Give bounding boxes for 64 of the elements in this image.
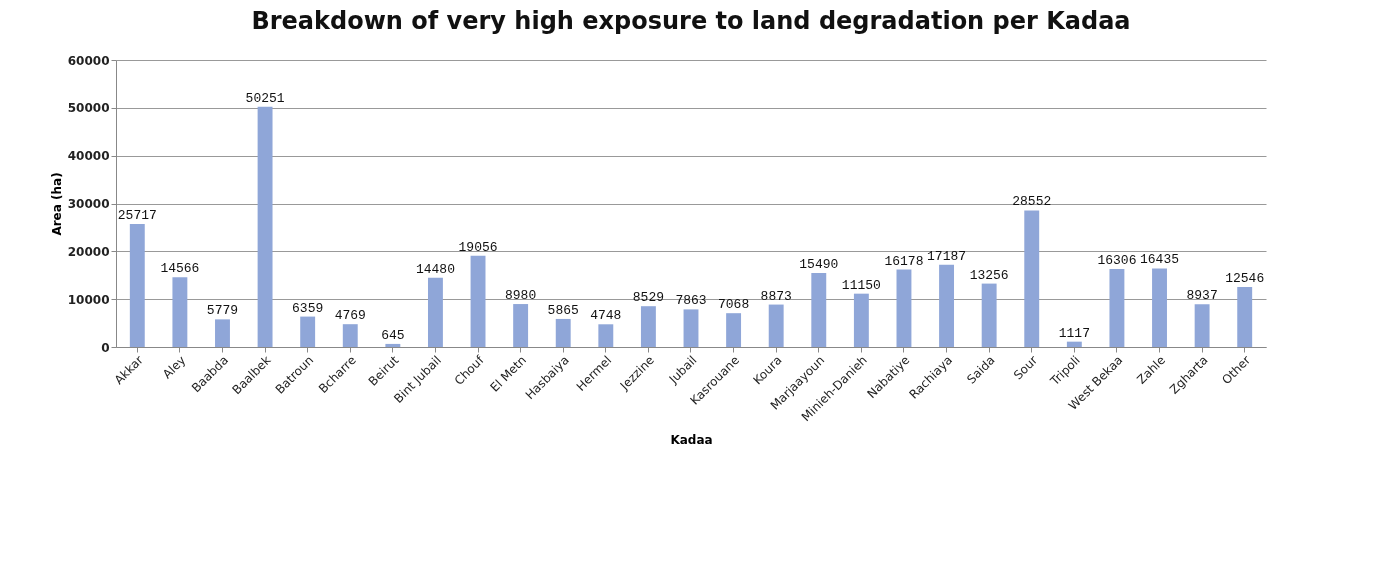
data-label: 645 bbox=[381, 327, 405, 343]
data-label: 8529 bbox=[632, 290, 665, 306]
y-tick-label: 60000 bbox=[67, 53, 110, 68]
data-label: 5865 bbox=[547, 302, 579, 318]
bar bbox=[172, 277, 188, 347]
bar bbox=[470, 255, 486, 347]
bar bbox=[683, 309, 699, 347]
data-label: 7863 bbox=[675, 293, 707, 309]
y-tick-label: 40000 bbox=[67, 149, 110, 164]
data-label: 4769 bbox=[334, 308, 366, 324]
data-label: 19056 bbox=[458, 239, 498, 255]
bar bbox=[640, 306, 656, 347]
bar bbox=[555, 318, 571, 347]
bar bbox=[981, 283, 997, 347]
bar bbox=[300, 316, 316, 347]
data-label: 16178 bbox=[884, 253, 924, 269]
data-label: 50251 bbox=[245, 90, 285, 106]
bar bbox=[853, 293, 869, 347]
y-tick-label: 10000 bbox=[67, 292, 110, 307]
bar bbox=[1066, 341, 1082, 347]
bar bbox=[726, 313, 742, 347]
bar bbox=[1024, 210, 1040, 347]
data-label: 1117 bbox=[1058, 325, 1090, 341]
data-label: 8873 bbox=[760, 288, 792, 304]
bar bbox=[129, 223, 145, 347]
bar bbox=[939, 264, 955, 347]
bar bbox=[811, 272, 827, 347]
bar bbox=[1152, 268, 1167, 347]
data-label: 13256 bbox=[969, 267, 1009, 283]
bar bbox=[513, 304, 529, 347]
x-axis-title: Kadaa bbox=[670, 433, 713, 448]
bar bbox=[1194, 304, 1210, 347]
data-label: 16306 bbox=[1097, 253, 1137, 268]
data-label: 14566 bbox=[160, 261, 200, 277]
data-label: 14480 bbox=[415, 261, 455, 277]
y-tick-label: 20000 bbox=[67, 244, 110, 259]
data-label: 5779 bbox=[206, 303, 239, 319]
y-tick-label: 30000 bbox=[67, 197, 110, 211]
y-axis-title: Area (ha) bbox=[49, 172, 64, 236]
bar bbox=[598, 324, 614, 347]
y-tick-label: 50000 bbox=[67, 101, 110, 116]
data-label: 8980 bbox=[505, 288, 537, 304]
data-label: 25717 bbox=[117, 207, 157, 223]
data-label: 6359 bbox=[292, 300, 324, 316]
bar bbox=[896, 269, 912, 347]
data-label: 28552 bbox=[1012, 194, 1052, 210]
data-label: 4748 bbox=[590, 308, 622, 324]
data-label: 15490 bbox=[799, 256, 839, 272]
data-label: 11150 bbox=[841, 277, 881, 293]
bar bbox=[768, 304, 784, 347]
bar bbox=[1109, 269, 1125, 347]
data-label: 12546 bbox=[1225, 270, 1265, 286]
bar bbox=[257, 106, 273, 347]
bar bbox=[385, 343, 401, 347]
bar bbox=[342, 324, 358, 347]
chart-title: Breakdown of very high exposure to land degradation per Kadaa bbox=[251, 7, 1131, 35]
data-label: 17187 bbox=[927, 248, 967, 264]
y-tick-label: 0 bbox=[101, 340, 110, 355]
data-label: 7068 bbox=[717, 297, 750, 313]
bar bbox=[1237, 286, 1253, 347]
data-label: 8937 bbox=[1186, 288, 1218, 304]
bar bbox=[215, 319, 230, 347]
bar bbox=[427, 277, 443, 347]
data-label: 16435 bbox=[1140, 252, 1180, 268]
